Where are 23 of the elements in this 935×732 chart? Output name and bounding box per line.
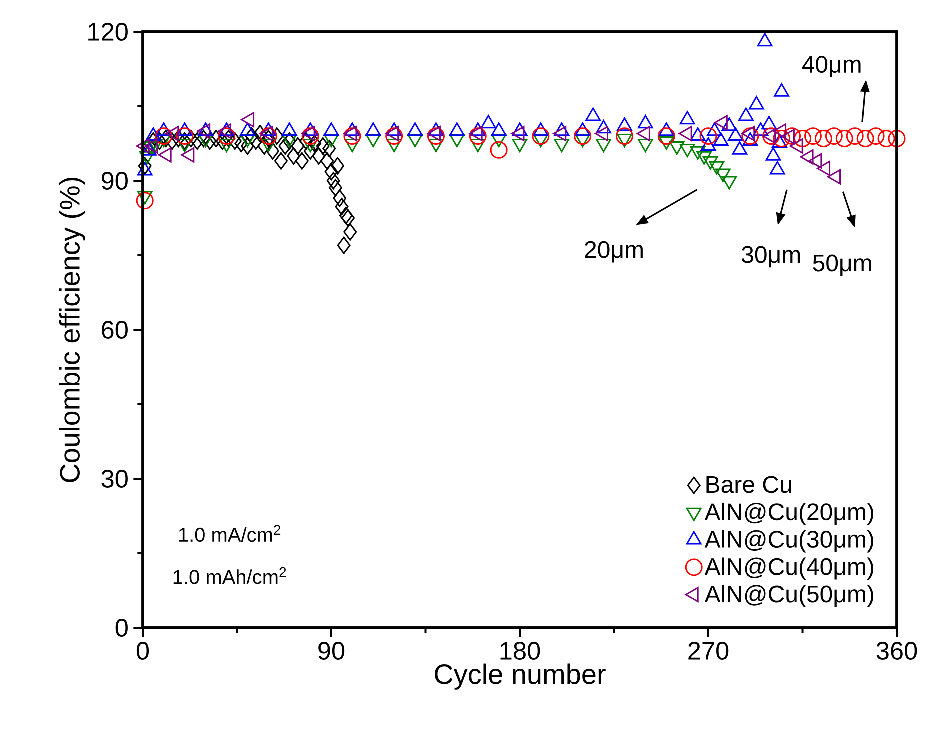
annotation: 50μm [813,254,872,276]
y-tick-label: 30 [102,470,128,488]
y-tick-label: 90 [102,172,128,190]
x-tick-label: 0 [136,642,150,660]
y-tick-label: 0 [116,619,128,637]
annotation: 30μm [742,246,800,268]
x-tick-label: 270 [688,642,729,660]
annotation: 1.0 mAh/cm$^{2}$ [174,567,286,584]
annotation: 40μm [802,56,861,78]
legend-label: AlN@Cu(40μm) [704,558,874,580]
y-tick-label: 60 [102,321,128,339]
x-tick-label: 180 [500,642,540,660]
legend-label: Bare Cu [706,476,792,494]
y-axis-title: Coulombic efficiency (%) [59,178,86,482]
y-tick-label: 120 [88,23,128,41]
x-tick-label: 360 [876,642,918,660]
x-tick-label: 90 [318,642,345,660]
annotation: 20μm [585,241,643,263]
legend-label: AlN@Cu(20μm) [704,502,874,526]
annotation: 1.0 mA/cm$^{2}$ [179,525,281,542]
x-axis-title: Cycle number [435,664,606,690]
legend-label: AlN@Cu(30μm) [704,530,874,553]
legend-label: AlN@Cu(50μm) [704,585,874,608]
